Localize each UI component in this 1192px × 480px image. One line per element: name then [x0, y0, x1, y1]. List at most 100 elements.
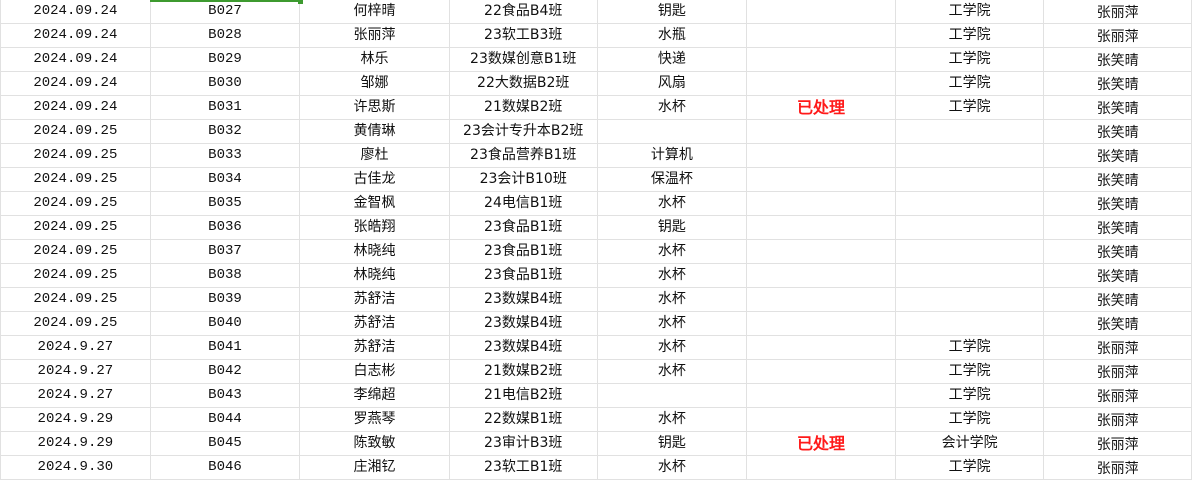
handler-cell[interactable]: 张丽萍	[1043, 335, 1192, 360]
date-cell[interactable]: 2024.09.25	[0, 287, 151, 312]
date-cell[interactable]: 2024.09.25	[0, 167, 151, 192]
code-cell[interactable]: B035	[149, 191, 301, 216]
status-cell[interactable]	[746, 383, 896, 408]
name-cell[interactable]: 林晓纯	[299, 263, 450, 288]
code-cell[interactable]: B038	[149, 263, 301, 288]
status-cell[interactable]	[746, 455, 896, 480]
class-cell[interactable]: 24电信B1班	[448, 191, 598, 216]
handler-cell[interactable]: 张笑晴	[1043, 143, 1192, 168]
college-cell[interactable]: 工学院	[894, 455, 1045, 480]
class-cell[interactable]: 23会计专升本B2班	[448, 119, 598, 144]
class-cell[interactable]: 23食品B1班	[448, 215, 598, 240]
status-cell[interactable]	[746, 167, 896, 192]
name-cell[interactable]: 李绵超	[299, 383, 450, 408]
date-cell[interactable]: 2024.09.25	[0, 119, 151, 144]
status-cell[interactable]	[746, 359, 896, 384]
item-cell[interactable]: 水杯	[596, 191, 748, 216]
class-cell[interactable]: 23食品营养B1班	[448, 143, 598, 168]
class-cell[interactable]: 23食品B1班	[448, 239, 598, 264]
code-cell[interactable]: B036	[149, 215, 301, 240]
item-cell[interactable]: 水杯	[596, 239, 748, 264]
date-cell[interactable]: 2024.09.24	[0, 71, 151, 96]
date-cell[interactable]: 2024.09.25	[0, 239, 151, 264]
college-cell[interactable]: 工学院	[894, 359, 1045, 384]
handler-cell[interactable]: 张笑晴	[1043, 71, 1192, 96]
name-cell[interactable]: 陈致敏	[299, 431, 450, 456]
item-cell[interactable]: 水杯	[596, 359, 748, 384]
class-cell[interactable]: 23软工B3班	[448, 23, 598, 48]
code-cell[interactable]: B034	[149, 167, 301, 192]
name-cell[interactable]: 白志彬	[299, 359, 450, 384]
code-cell[interactable]: B027	[149, 0, 301, 24]
class-cell[interactable]: 23数媒B4班	[448, 311, 598, 336]
status-cell[interactable]	[746, 119, 896, 144]
handler-cell[interactable]: 张笑晴	[1043, 215, 1192, 240]
college-cell[interactable]: 工学院	[894, 335, 1045, 360]
item-cell[interactable]: 水杯	[596, 287, 748, 312]
name-cell[interactable]: 廖杜	[299, 143, 450, 168]
class-cell[interactable]: 21数媒B2班	[448, 359, 598, 384]
date-cell[interactable]: 2024.9.29	[0, 431, 151, 456]
handler-cell[interactable]: 张笑晴	[1043, 263, 1192, 288]
class-cell[interactable]: 22食品B4班	[448, 0, 598, 24]
handler-cell[interactable]: 张笑晴	[1043, 311, 1192, 336]
college-cell[interactable]: 工学院	[894, 23, 1045, 48]
status-cell[interactable]: 已处理	[746, 95, 896, 120]
class-cell[interactable]: 23会计B10班	[448, 167, 598, 192]
code-cell[interactable]: B043	[149, 383, 301, 408]
date-cell[interactable]: 2024.09.25	[0, 311, 151, 336]
item-cell[interactable]: 水杯	[596, 263, 748, 288]
handler-cell[interactable]: 张笑晴	[1043, 239, 1192, 264]
code-cell[interactable]: B045	[149, 431, 301, 456]
status-cell[interactable]	[746, 143, 896, 168]
handler-cell[interactable]: 张笑晴	[1043, 47, 1192, 72]
handler-cell[interactable]: 张笑晴	[1043, 167, 1192, 192]
code-cell[interactable]: B040	[149, 311, 301, 336]
college-cell[interactable]	[894, 143, 1045, 168]
status-cell[interactable]	[746, 335, 896, 360]
handler-cell[interactable]: 张丽萍	[1043, 23, 1192, 48]
college-cell[interactable]: 工学院	[894, 0, 1045, 24]
handler-cell[interactable]: 张笑晴	[1043, 95, 1192, 120]
college-cell[interactable]: 工学院	[894, 383, 1045, 408]
name-cell[interactable]: 张丽萍	[299, 23, 450, 48]
handler-cell[interactable]: 张丽萍	[1043, 407, 1192, 432]
code-cell[interactable]: B044	[149, 407, 301, 432]
name-cell[interactable]: 金智枫	[299, 191, 450, 216]
name-cell[interactable]: 黄倩琳	[299, 119, 450, 144]
name-cell[interactable]: 庄湘钇	[299, 455, 450, 480]
item-cell[interactable]: 水杯	[596, 95, 748, 120]
status-cell[interactable]	[746, 0, 896, 24]
item-cell[interactable]	[596, 383, 748, 408]
code-cell[interactable]: B028	[149, 23, 301, 48]
item-cell[interactable]: 计算机	[596, 143, 748, 168]
item-cell[interactable]: 水杯	[596, 335, 748, 360]
handler-cell[interactable]: 张丽萍	[1043, 0, 1192, 24]
class-cell[interactable]: 21电信B2班	[448, 383, 598, 408]
college-cell[interactable]	[894, 287, 1045, 312]
status-cell[interactable]	[746, 239, 896, 264]
status-cell[interactable]	[746, 263, 896, 288]
date-cell[interactable]: 2024.9.27	[0, 335, 151, 360]
handler-cell[interactable]: 张笑晴	[1043, 287, 1192, 312]
status-cell[interactable]	[746, 287, 896, 312]
status-cell[interactable]: 已处理	[746, 431, 896, 456]
handler-cell[interactable]: 张笑晴	[1043, 191, 1192, 216]
college-cell[interactable]: 工学院	[894, 95, 1045, 120]
handler-cell[interactable]: 张丽萍	[1043, 455, 1192, 480]
class-cell[interactable]: 23审计B3班	[448, 431, 598, 456]
class-cell[interactable]: 23数媒B4班	[448, 335, 598, 360]
date-cell[interactable]: 2024.09.24	[0, 95, 151, 120]
college-cell[interactable]: 工学院	[894, 47, 1045, 72]
code-cell[interactable]: B032	[149, 119, 301, 144]
item-cell[interactable]: 钥匙	[596, 0, 748, 24]
code-cell[interactable]: B031	[149, 95, 301, 120]
handler-cell[interactable]: 张丽萍	[1043, 431, 1192, 456]
name-cell[interactable]: 苏舒洁	[299, 287, 450, 312]
date-cell[interactable]: 2024.9.29	[0, 407, 151, 432]
name-cell[interactable]: 何梓晴	[299, 0, 450, 24]
item-cell[interactable]: 钥匙	[596, 431, 748, 456]
status-cell[interactable]	[746, 191, 896, 216]
item-cell[interactable]: 保温杯	[596, 167, 748, 192]
college-cell[interactable]	[894, 191, 1045, 216]
